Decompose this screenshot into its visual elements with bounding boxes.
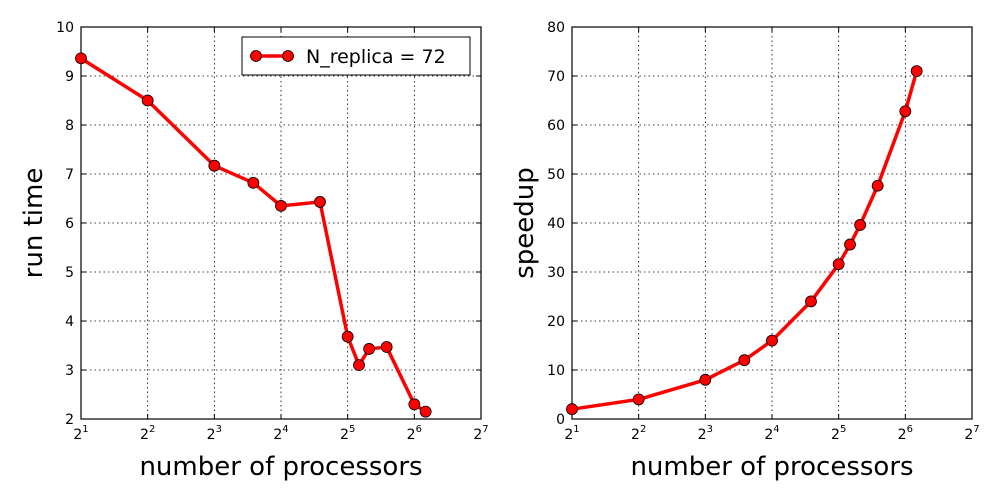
x-tick-label: 22 <box>140 424 155 443</box>
data-point <box>408 398 421 411</box>
legend: N_replica = 72 <box>241 36 471 76</box>
y-tick-label: 7 <box>65 167 74 183</box>
data-point <box>738 354 751 367</box>
data-point <box>353 359 365 372</box>
x-tick-label: 27 <box>964 424 979 443</box>
x-tick-label: 27 <box>473 424 488 443</box>
data-point <box>632 393 645 406</box>
legend-label: N_replica = 72 <box>306 46 446 68</box>
data-point <box>871 179 884 192</box>
data-point <box>419 405 432 418</box>
x-axis-title: number of processors <box>139 452 422 482</box>
x-tick-label: 26 <box>898 424 913 443</box>
chart-2: 21 22 23 24 25 26 27 0 10 20 30 40 50 60 70 80 number of… <box>510 20 980 482</box>
x-tick-label: 24 <box>764 424 779 443</box>
x-tick-label: 23 <box>207 424 222 443</box>
x-axis-title: number of processors <box>630 452 913 482</box>
y-tick-label: 70 <box>547 69 565 85</box>
data-point <box>844 238 856 251</box>
y-tick-label: 5 <box>65 265 74 281</box>
x-tick-label: 24 <box>273 424 288 443</box>
data-point <box>247 176 260 189</box>
data-point <box>141 94 154 107</box>
y-tick-label: 3 <box>65 363 74 379</box>
data-point <box>208 159 221 172</box>
data-point <box>854 219 867 231</box>
data-point <box>363 343 376 355</box>
y-tick-label: 9 <box>65 69 74 85</box>
x-tick-label: 21 <box>564 424 579 443</box>
data-point <box>566 403 578 416</box>
y-tick-label: 2 <box>65 412 74 428</box>
data-point <box>899 105 912 118</box>
y-tick-label: 10 <box>56 20 74 36</box>
y-tick-label: 4 <box>65 314 74 330</box>
x-tick-label: 25 <box>831 424 846 443</box>
data-point <box>699 373 712 386</box>
data-point <box>766 334 778 347</box>
data-point <box>275 199 287 212</box>
x-tick-label: 23 <box>698 424 713 443</box>
y-tick-label: 6 <box>65 216 74 232</box>
legend-marker <box>250 50 262 62</box>
y-tick-label: 0 <box>556 412 565 428</box>
y-axis-title: run time <box>19 168 49 279</box>
y-tick-label: 50 <box>547 167 565 183</box>
data-point <box>75 52 87 65</box>
y-tick-label: 60 <box>547 118 565 134</box>
data-point <box>805 295 817 308</box>
x-tick-label: 21 <box>73 424 88 443</box>
data-point <box>832 258 845 271</box>
y-tick-label: 20 <box>547 314 565 330</box>
x-tick-label: 25 <box>340 424 355 443</box>
y-tick-label: 80 <box>547 20 565 36</box>
y-tick-label: 10 <box>547 363 565 379</box>
y-tick-label: 8 <box>65 118 74 134</box>
series-line <box>571 70 919 411</box>
y-tick-label: 40 <box>547 216 565 232</box>
data-point <box>314 196 326 208</box>
grid <box>80 26 482 420</box>
legend-marker <box>282 50 294 62</box>
x-tick-label: 22 <box>631 424 646 443</box>
data-point <box>910 65 923 77</box>
data-point <box>341 330 354 343</box>
y-tick-label: 30 <box>547 265 565 281</box>
series-line <box>80 56 427 414</box>
y-axis-title: speedup <box>510 167 540 279</box>
x-tick-label: 26 <box>407 424 422 443</box>
data-point <box>380 341 393 353</box>
